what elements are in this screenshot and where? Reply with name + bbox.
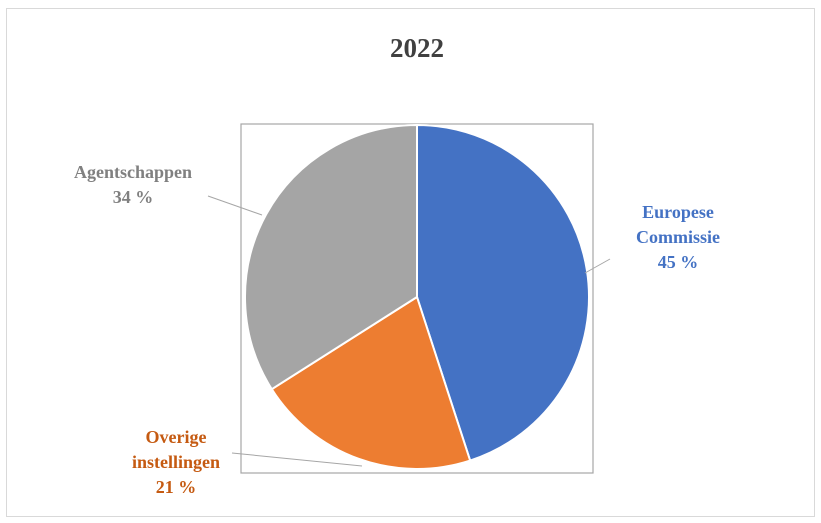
leader-line-0 — [584, 258, 611, 274]
chart-title: 2022 — [390, 33, 444, 63]
data-label-1: Overige instellingen 21 % — [132, 427, 220, 497]
pie-slice-0 — [416, 123, 591, 462]
pie-slice-2 — [244, 123, 418, 391]
data-label-0: Europese Commissie 45 % — [636, 202, 720, 272]
leader-line-1 — [231, 452, 363, 467]
leader-line-2 — [207, 195, 263, 216]
pie-slice-1 — [270, 295, 472, 470]
data-label-2: Agentschappen 34 % — [74, 162, 192, 207]
